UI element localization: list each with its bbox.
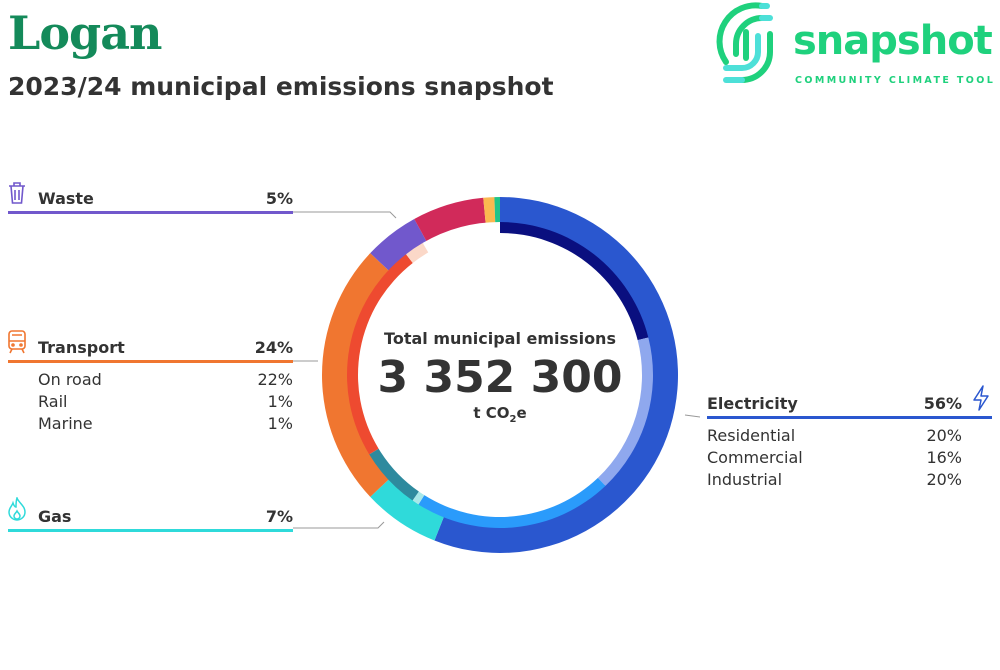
subcategory-label: Industrial	[707, 470, 783, 489]
subcategory-percent: 16%	[926, 448, 962, 467]
subcategory-percent: 1%	[267, 414, 293, 433]
waste-connector	[293, 211, 397, 219]
unit-prefix: t CO	[473, 404, 510, 422]
category-label: Transport	[38, 338, 125, 357]
total-emissions-value: 3 352 300	[377, 352, 623, 403]
snapshot-logo-icon	[716, 2, 773, 83]
subcategory-row: Industrial 20%	[707, 469, 962, 491]
subcategory-percent: 20%	[926, 470, 962, 489]
subcategory-percent: 20%	[926, 426, 962, 445]
gas-connector	[293, 521, 385, 529]
outer-slice-waste	[370, 219, 427, 271]
unit-suffix: e	[516, 404, 527, 422]
category-percent: 7%	[265, 507, 293, 526]
subcategory-row: Residential 20%	[707, 425, 962, 447]
category-percent: 5%	[265, 189, 293, 208]
category-gas-header: Gas 7%	[8, 507, 293, 532]
lightning-icon	[973, 385, 989, 411]
subcategory-row: Marine 1%	[38, 413, 293, 435]
subcategory-row: Commercial 16%	[707, 447, 962, 469]
subcategory-percent: 22%	[257, 370, 293, 389]
category-label: Electricity	[707, 394, 798, 413]
subcategory-label: Commercial	[707, 448, 803, 467]
inner-slice-gas-2	[412, 491, 425, 505]
emissions-donut-chart	[322, 197, 678, 553]
page-title: Logan	[8, 6, 162, 60]
category-transport: Transport 24% On road 22% Rail 1% Marine 1%	[8, 338, 293, 435]
train-icon	[8, 330, 26, 354]
category-percent: 24%	[254, 338, 293, 357]
category-label: Gas	[38, 507, 72, 526]
inner-slice-rail-marine	[406, 242, 429, 263]
category-electricity: Electricity 56% Residential 20% Commercial…	[707, 394, 992, 491]
inner-slice-commercial	[597, 337, 653, 486]
inner-slice-on-road	[347, 254, 413, 455]
subcategory-label: Residential	[707, 426, 796, 445]
outer-slice-other-3	[494, 197, 500, 224]
electricity-connector	[684, 414, 701, 418]
category-transport-header: Transport 24%	[8, 338, 293, 363]
inner-slice-industrial	[418, 477, 606, 528]
subcategory-label: Rail	[38, 392, 68, 411]
category-waste: Waste 5%	[8, 189, 293, 214]
unit-subscript: 2	[509, 414, 517, 425]
category-label: Waste	[38, 189, 94, 208]
logo-tagline: COMMUNITY CLIMATE TOOL	[795, 75, 996, 86]
subcategory-percent: 1%	[267, 392, 293, 411]
category-percent: 56%	[923, 394, 962, 413]
outer-slice-gas	[370, 479, 445, 541]
subcategory-row: Rail 1%	[38, 391, 293, 413]
trash-icon	[9, 182, 25, 204]
outer-slice-other-1	[414, 197, 486, 242]
page-subtitle: 2023/24 municipal emissions snapshot	[8, 72, 554, 101]
inner-slice-residential	[500, 222, 649, 341]
subcategory-label: Marine	[38, 414, 93, 433]
category-gas: Gas 7%	[8, 507, 293, 532]
inner-slice-gas-1	[369, 448, 419, 501]
center-label: Total municipal emissions	[384, 329, 616, 348]
logo-wordmark: snapshot	[793, 18, 993, 64]
subcategory-label: On road	[38, 370, 102, 389]
outer-slice-transport	[322, 253, 390, 497]
subcategory-row: On road 22%	[38, 369, 293, 391]
outer-slice-other-2	[483, 197, 496, 224]
category-electricity-header: Electricity 56%	[707, 394, 992, 419]
flame-icon	[8, 497, 26, 521]
emissions-unit: t CO2e	[400, 404, 600, 425]
category-waste-header: Waste 5%	[8, 189, 293, 214]
inner-slice-rest	[422, 222, 500, 253]
